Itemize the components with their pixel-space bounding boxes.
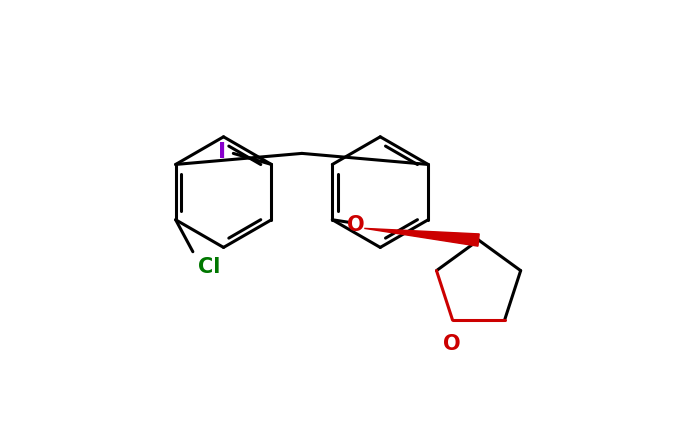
Text: O: O xyxy=(443,334,460,354)
Polygon shape xyxy=(364,228,479,246)
Text: I: I xyxy=(218,142,226,162)
Text: Cl: Cl xyxy=(198,257,220,277)
Text: O: O xyxy=(347,215,364,235)
